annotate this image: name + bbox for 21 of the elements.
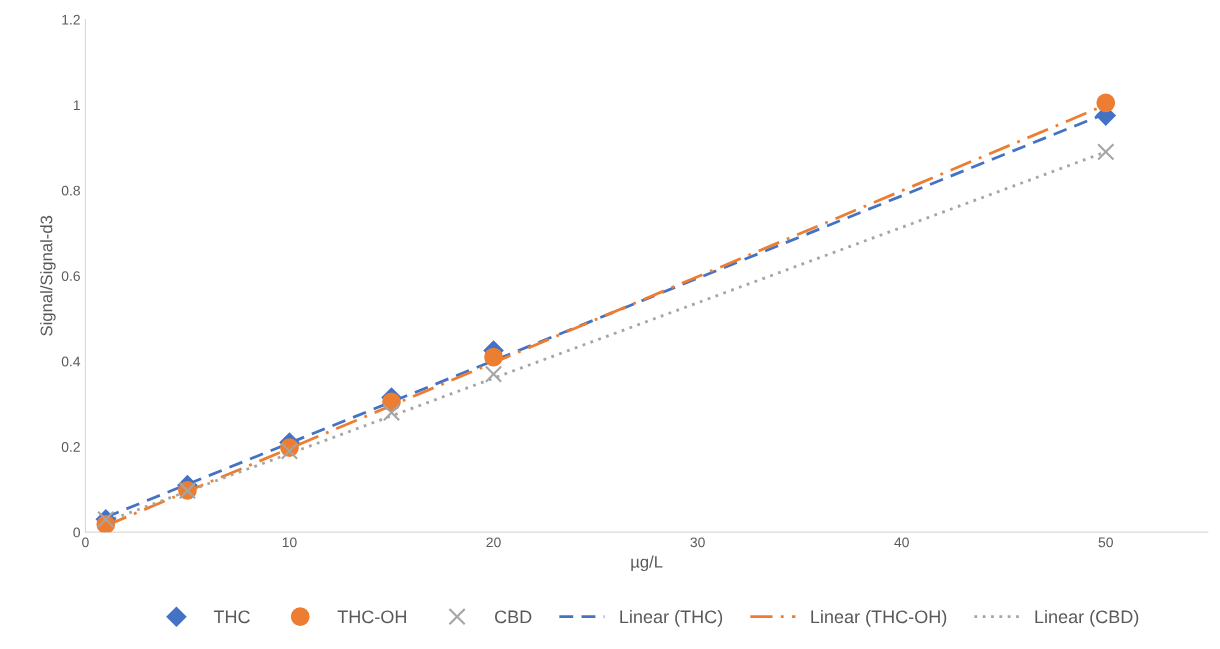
x-tick-label: 50 (1098, 537, 1113, 548)
y-tick-label: 1.2 (62, 14, 80, 25)
x-tick-label: 10 (282, 537, 297, 548)
legend-label: Linear (THC-OH) (811, 609, 947, 627)
x-tick-label: 40 (894, 537, 909, 548)
y-tick-label: 0.4 (61, 356, 81, 367)
x-tick-label: 30 (690, 537, 705, 548)
legend-label: Linear (CBD) (1035, 609, 1139, 627)
y-axis-title: Signal/Signal-d3 (40, 215, 56, 336)
x-axis-title: µg/L (631, 555, 663, 572)
legend-label: THC (213, 610, 250, 624)
legend-label: THC-OH (337, 610, 406, 624)
y-tick-label: 0.6 (61, 271, 80, 281)
x-tick-label: 0 (82, 537, 89, 548)
x-tick-label: 20 (486, 537, 501, 548)
y-tick-label: 0.8 (61, 185, 80, 196)
y-tick-label: 0.2 (61, 442, 80, 452)
y-tick-label: 1 (73, 100, 80, 110)
legend-label: CBD (495, 610, 532, 624)
y-tick-label: 0 (73, 527, 80, 538)
legend-label: Linear (THC) (620, 609, 723, 627)
